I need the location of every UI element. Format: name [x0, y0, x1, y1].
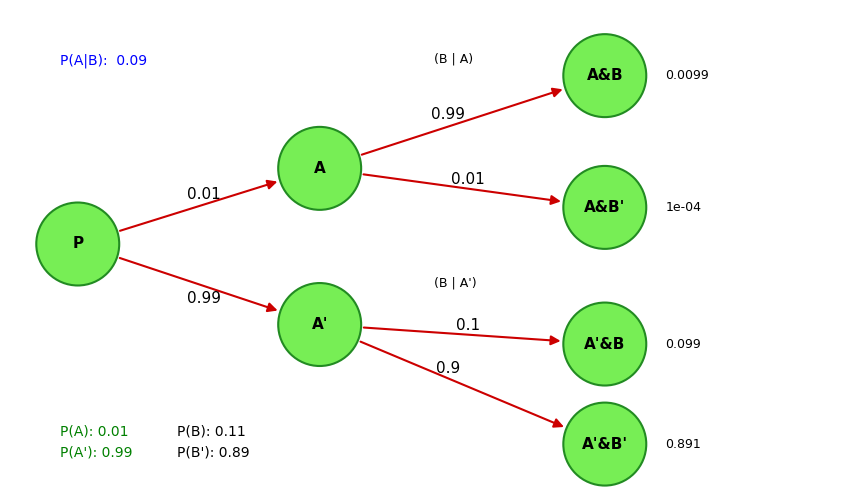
Text: A': A': [311, 317, 328, 332]
Text: 0.01: 0.01: [451, 172, 485, 187]
Text: 0.99: 0.99: [187, 290, 220, 305]
Text: 0.0099: 0.0099: [665, 69, 709, 82]
Text: (B | A): (B | A): [434, 52, 473, 65]
Text: 0.99: 0.99: [431, 107, 465, 122]
Ellipse shape: [278, 127, 361, 210]
Text: P(A|B):  0.09: P(A|B): 0.09: [60, 54, 148, 68]
Text: (B | A'): (B | A'): [434, 277, 476, 289]
Text: A&B: A&B: [587, 68, 623, 83]
Ellipse shape: [563, 403, 646, 486]
Text: P(B): 0.11: P(B): 0.11: [177, 425, 246, 439]
Text: A'&B': A'&B': [581, 437, 628, 451]
Ellipse shape: [563, 303, 646, 386]
Text: 1e-04: 1e-04: [665, 201, 702, 214]
Text: 0.1: 0.1: [456, 318, 480, 333]
Text: A: A: [314, 161, 326, 176]
Ellipse shape: [278, 283, 361, 366]
Text: P(A'): 0.99: P(A'): 0.99: [60, 446, 133, 460]
Text: 0.891: 0.891: [665, 438, 701, 450]
Text: P(A): 0.01: P(A): 0.01: [60, 425, 129, 439]
Text: 0.9: 0.9: [435, 361, 461, 376]
Text: P: P: [73, 237, 83, 251]
Ellipse shape: [36, 203, 119, 285]
Text: A'&B: A'&B: [584, 337, 626, 351]
Text: 0.099: 0.099: [665, 338, 701, 350]
Text: P(B'): 0.89: P(B'): 0.89: [177, 446, 250, 460]
Ellipse shape: [563, 34, 646, 117]
Text: A&B': A&B': [584, 200, 626, 215]
Ellipse shape: [563, 166, 646, 249]
Text: 0.01: 0.01: [187, 187, 220, 203]
